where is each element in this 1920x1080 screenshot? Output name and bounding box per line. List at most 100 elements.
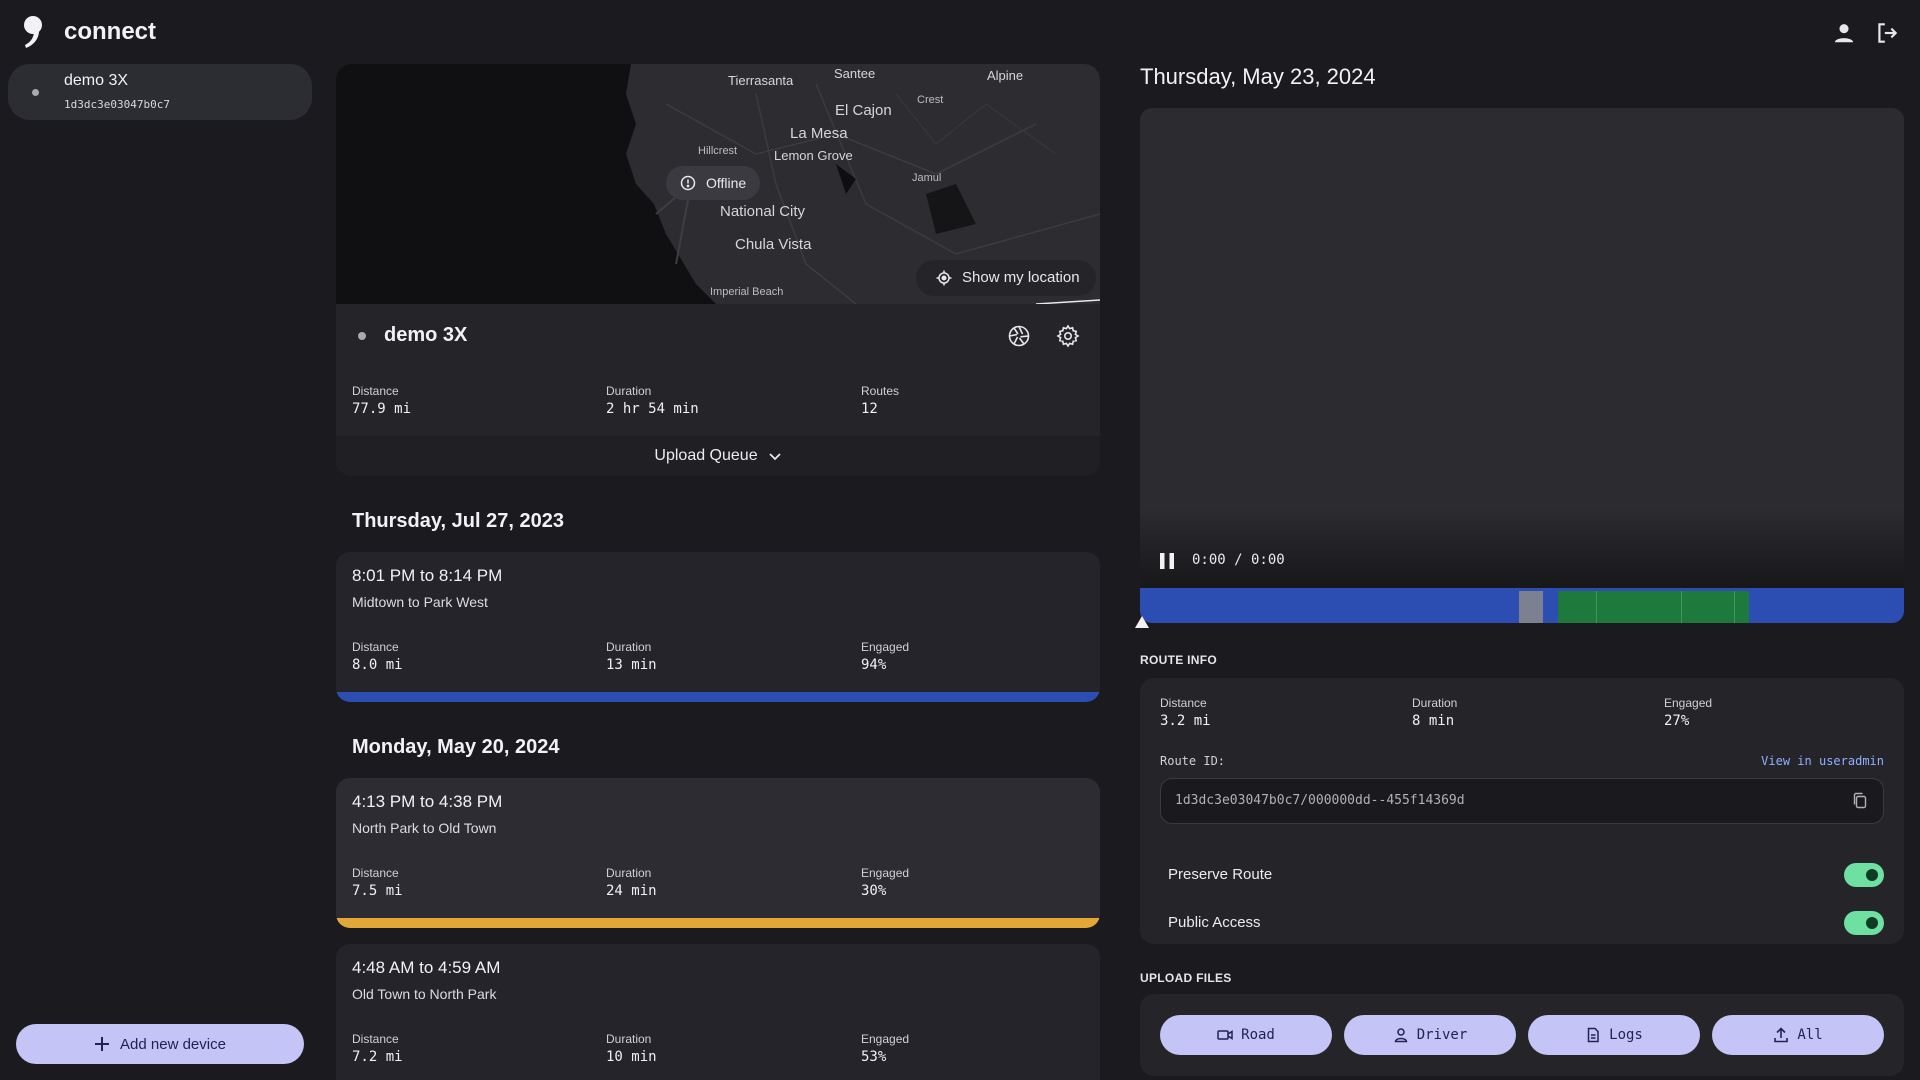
upload-queue-toggle[interactable]: Upload Queue <box>336 436 1100 476</box>
route-card[interactable]: 4:48 AM to 4:59 AM Old Town to North Par… <box>336 944 1100 1080</box>
stat-label: Distance <box>352 866 399 880</box>
device-status-dot <box>358 332 366 340</box>
route-card[interactable]: 4:13 PM to 4:38 PM North Park to Old Tow… <box>336 778 1100 928</box>
offline-label: Offline <box>706 175 747 191</box>
device-map[interactable]: Tierrasanta Santee Alpine Crest El Cajon… <box>336 64 1100 304</box>
preserve-route-toggle[interactable] <box>1844 863 1884 887</box>
alert-circle-icon <box>680 175 696 191</box>
map-terrain <box>626 64 1100 304</box>
map-label: El Cajon <box>835 102 892 119</box>
device-title-row: demo 3X <box>336 304 1100 368</box>
preserve-route-row: Preserve Route <box>1168 860 1884 890</box>
map-label: Imperial Beach <box>710 286 784 298</box>
map-label: Tierrasanta <box>728 73 794 88</box>
timeline-segment-divider <box>1734 591 1735 623</box>
selected-route-date: Thursday, May 23, 2024 <box>1140 64 1376 89</box>
stat-label: Duration <box>606 640 652 654</box>
pause-icon[interactable] <box>1156 550 1178 572</box>
stat-label: Engaged <box>861 866 910 880</box>
stat-value: 77.9 mi <box>352 401 412 417</box>
toggle-knob <box>1866 869 1878 881</box>
stat-value: 94% <box>861 657 887 673</box>
sidebar-device-name: demo 3X <box>64 72 129 89</box>
video-player[interactable]: 0:00 / 0:00 <box>1140 108 1904 588</box>
upload-logs-label: Logs <box>1609 1027 1643 1043</box>
route-stat-engaged: Engaged 30% <box>861 866 909 899</box>
device-stat-routes: Routes 12 <box>861 384 899 417</box>
route-places: Old Town to North Park <box>352 986 497 1002</box>
route-stat-distance: Distance 7.5 mi <box>352 866 403 899</box>
location-target-icon <box>936 270 952 286</box>
stat-label: Engaged <box>861 1032 910 1046</box>
account-icon[interactable] <box>1831 20 1857 46</box>
route-id-label: Route ID: <box>1160 754 1226 768</box>
route-info-heading: ROUTE INFO <box>1140 653 1217 667</box>
document-icon <box>1587 1027 1599 1043</box>
stat-value: 8 min <box>1412 713 1455 729</box>
stat-label: Distance <box>1160 696 1207 710</box>
stat-value: 2 hr 54 min <box>606 401 699 417</box>
upload-queue-label: Upload Queue <box>654 447 758 464</box>
stat-label: Duration <box>606 384 652 398</box>
route-card[interactable]: 8:01 PM to 8:14 PM Midtown to Park West … <box>336 552 1100 702</box>
stat-value: 30% <box>861 883 887 899</box>
stat-value: 27% <box>1664 713 1690 729</box>
sidebar-device-dongle-id: 1d3dc3e03047b0c7 <box>64 98 170 111</box>
timeline-segment <box>1519 591 1543 623</box>
upload-road-label: Road <box>1241 1027 1275 1043</box>
upload-road-button[interactable]: Road <box>1160 1015 1332 1055</box>
settings-gear-icon[interactable] <box>1056 324 1080 348</box>
stat-value: 10 min <box>606 1049 657 1065</box>
offline-status-chip: Offline <box>666 166 761 200</box>
timeline-playhead[interactable] <box>1135 616 1149 628</box>
route-info-distance: Distance 3.2 mi <box>1160 696 1211 729</box>
timeline-segment-divider <box>1680 591 1682 623</box>
public-access-toggle[interactable] <box>1844 911 1884 935</box>
route-id-field[interactable]: 1d3dc3e03047b0c7/000000dd--455f14369d <box>1160 778 1884 824</box>
route-time: 8:01 PM to 8:14 PM <box>352 566 503 585</box>
app-name: connect <box>64 18 157 45</box>
route-stat-distance: Distance 8.0 mi <box>352 640 403 673</box>
plus-icon <box>95 1037 110 1051</box>
upload-all-label: All <box>1797 1027 1823 1043</box>
add-device-button[interactable]: Add new device <box>16 1024 304 1064</box>
route-stat-distance: Distance 7.2 mi <box>352 1032 403 1065</box>
route-info-engaged: Engaged 27% <box>1664 696 1712 729</box>
sidebar-device-item[interactable]: demo 3X 1d3dc3e03047b0c7 <box>8 64 312 120</box>
route-date-heading: Thursday, Jul 27, 2023 <box>352 510 564 532</box>
upload-all-button[interactable]: All <box>1712 1015 1884 1055</box>
stat-value: 8.0 mi <box>352 657 403 673</box>
route-timeline[interactable] <box>1140 588 1904 623</box>
stat-value: 7.2 mi <box>352 1049 403 1065</box>
route-places: North Park to Old Town <box>352 820 497 836</box>
route-engagement-bar <box>336 692 1100 702</box>
upload-driver-button[interactable]: Driver <box>1344 1015 1516 1055</box>
timeline-segment-divider <box>1596 591 1598 623</box>
public-access-label: Public Access <box>1168 914 1261 931</box>
person-icon <box>1394 1028 1408 1043</box>
logout-icon[interactable] <box>1874 20 1900 46</box>
device-stat-duration: Duration 2 hr 54 min <box>606 384 699 417</box>
device-stat-distance: Distance 77.9 mi <box>352 384 411 417</box>
route-date-heading: Monday, May 20, 2024 <box>352 736 560 758</box>
map-label: National City <box>720 203 806 220</box>
map-label: Alpine <box>987 68 1024 83</box>
device-status-dot <box>32 89 39 96</box>
show-location-button[interactable]: Show my location <box>916 260 1096 296</box>
upload-logs-button[interactable]: Logs <box>1528 1015 1700 1055</box>
stat-value: 12 <box>861 401 878 417</box>
route-stat-duration: Duration 13 min <box>606 640 657 673</box>
map-label: Hillcrest <box>698 145 738 157</box>
device-card: Tierrasanta Santee Alpine Crest El Cajon… <box>336 64 1100 476</box>
route-stat-duration: Duration 24 min <box>606 866 657 899</box>
camera-shutter-icon[interactable] <box>1007 324 1031 348</box>
route-engagement-bar <box>336 918 1100 928</box>
route-stat-duration: Duration 10 min <box>606 1032 657 1065</box>
map-label: Santee <box>834 66 876 81</box>
add-device-label: Add new device <box>120 1035 226 1053</box>
route-stat-engaged: Engaged 94% <box>861 640 909 673</box>
logo-icon[interactable] <box>22 14 44 50</box>
copy-icon[interactable] <box>1851 792 1869 810</box>
stat-label: Distance <box>352 1032 399 1046</box>
view-in-useradmin-link[interactable]: View in useradmin <box>1761 754 1884 768</box>
